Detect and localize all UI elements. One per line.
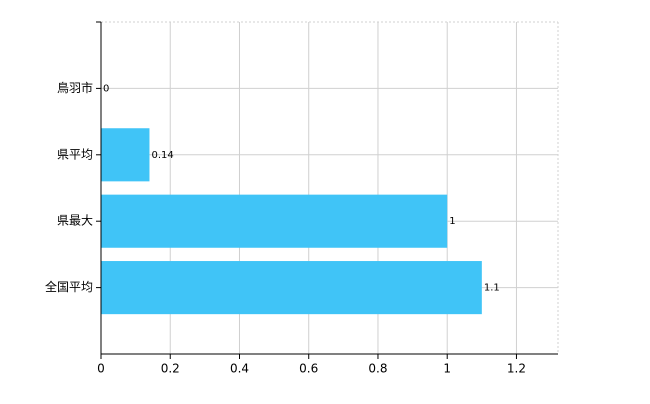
y-tick-label: 県平均 [57, 147, 93, 161]
x-tick-label: 1.2 [507, 362, 526, 376]
x-tick-label: 0.8 [368, 362, 387, 376]
bar [101, 261, 482, 315]
x-tick-label: 0 [97, 362, 105, 376]
y-tick-label: 鳥羽市 [57, 80, 93, 95]
x-tick-label: 0.2 [161, 362, 180, 376]
data-label: 1.1 [484, 283, 500, 294]
bar [101, 194, 448, 248]
data-label: 0.14 [151, 150, 173, 161]
x-tick-label: 0.6 [299, 362, 318, 376]
x-tick-label: 1 [443, 362, 451, 376]
y-tick-label: 全国平均 [45, 279, 93, 294]
data-label: 0 [103, 83, 109, 94]
data-label: 1 [449, 216, 455, 227]
bar [101, 128, 150, 182]
y-tick-label: 県最大 [57, 214, 93, 228]
x-tick-label: 0.4 [230, 362, 249, 376]
